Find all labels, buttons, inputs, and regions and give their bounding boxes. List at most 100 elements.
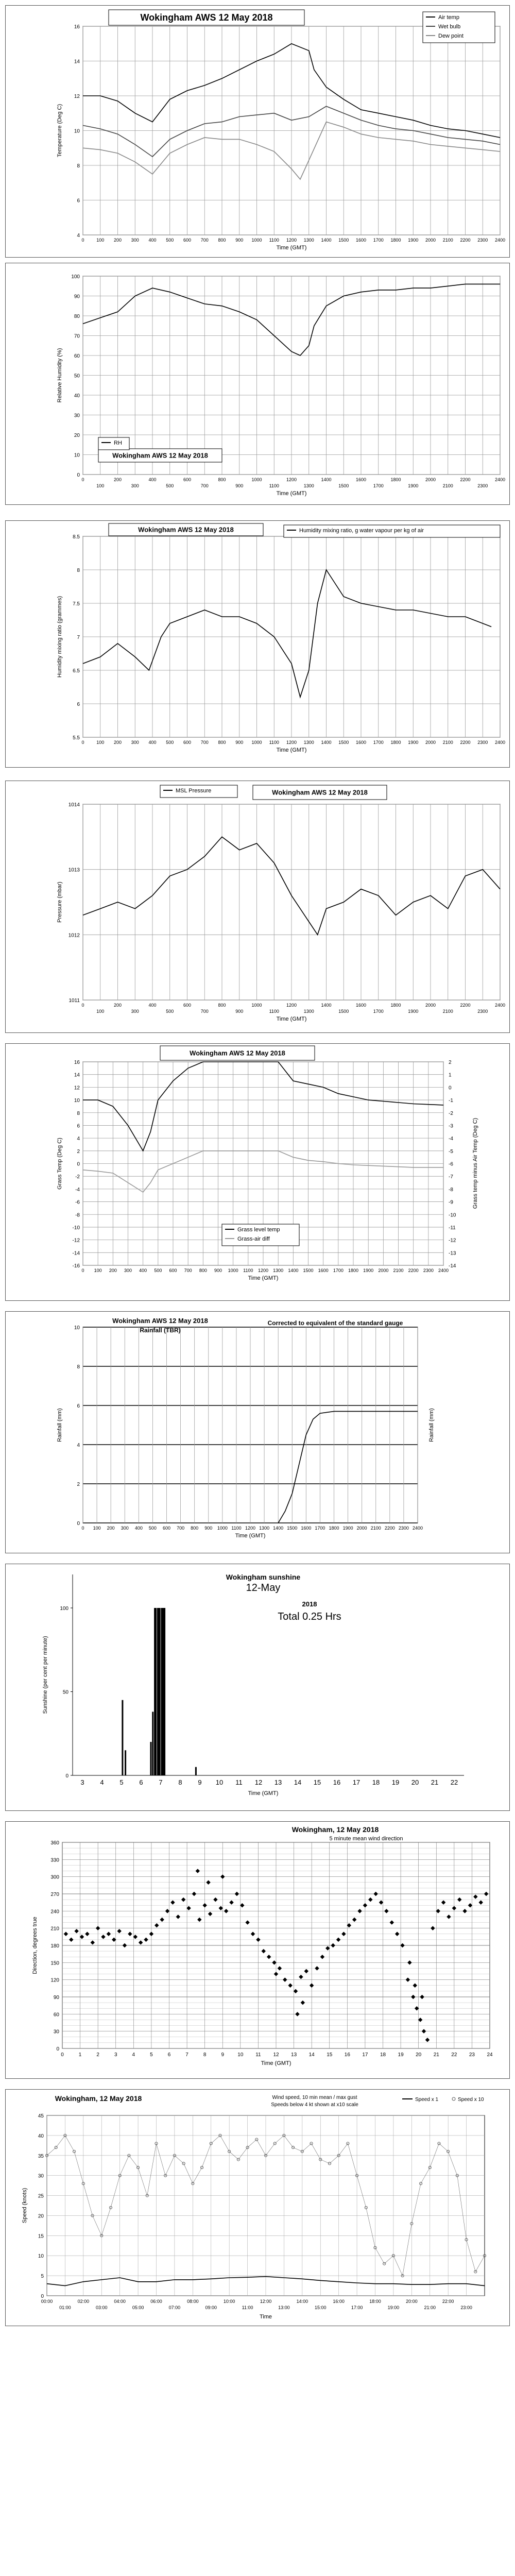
x-tick-label: 1800 <box>329 1526 339 1531</box>
y-tick-label: 10 <box>38 2253 44 2259</box>
x-tick-label: 1600 <box>356 238 366 243</box>
x-tick-label: 600 <box>163 1526 170 1531</box>
direction-point <box>138 1940 143 1945</box>
y-tick-label: 60 <box>54 2012 60 2018</box>
y-tick-label: -12 <box>73 1238 80 1244</box>
x-tick-label: 400 <box>148 740 156 745</box>
x-tick-label: 1800 <box>390 238 401 243</box>
y2-tick-label: -9 <box>449 1200 453 1206</box>
x-tick-label: 100 <box>96 740 104 745</box>
x-tick-label: 7 <box>185 2052 188 2058</box>
x-tick-label: 1900 <box>363 1268 373 1273</box>
series-line-rh <box>82 283 500 356</box>
x-tick-label: 200 <box>114 238 122 243</box>
x-tick-label: 0 <box>61 2052 64 2058</box>
chart-subtitle: Rainfall (TBR) <box>140 1327 180 1334</box>
y2-tick-label: -6 <box>449 1162 453 1167</box>
x-tick-label: 1900 <box>343 1526 353 1531</box>
sunshine-total: Total 0.25 Hrs <box>278 1611 341 1622</box>
x-tick-label: 600 <box>183 740 191 745</box>
x-tick-label: 1100 <box>269 483 279 488</box>
y-tick-label: 0 <box>77 1162 80 1167</box>
x-tick-label: 15:00 <box>315 2305 327 2310</box>
y-tick-label: -2 <box>75 1174 80 1180</box>
x-tick-label: 0 <box>81 1003 84 1008</box>
x-tick-label: 2 <box>96 2052 99 2058</box>
speed-x10-point <box>54 2146 58 2149</box>
x-tick-label: 200 <box>107 1526 115 1531</box>
y-tick-label: -4 <box>75 1187 80 1193</box>
y2-tick-label: -8 <box>449 1187 453 1193</box>
sunshine-bar <box>158 1608 160 1775</box>
direction-point <box>325 1946 330 1951</box>
y2-tick-label: 1 <box>449 1073 452 1078</box>
speed-x10-point <box>191 2182 195 2185</box>
x-tick-label: 600 <box>183 238 191 243</box>
x-tick-label: 3 <box>80 1778 84 1786</box>
x-tick-label: 18 <box>372 1778 380 1786</box>
speed-x10-point <box>291 2146 295 2149</box>
x-tick-label: 2100 <box>443 238 453 243</box>
speed-x10-point <box>483 2254 487 2258</box>
speed-x10-point <box>383 2262 386 2265</box>
speed-x10-point <box>145 2194 149 2197</box>
series-line-wet-bulb <box>82 106 501 158</box>
y2-tick-label: -13 <box>449 1250 456 1256</box>
speed-x10-point <box>73 2149 76 2154</box>
x-tick-label: 1400 <box>321 477 331 482</box>
x-tick-label: 800 <box>191 1526 198 1531</box>
y-tick-label: 0 <box>77 472 80 478</box>
speed-x10-point <box>373 2246 377 2249</box>
x-tick-label: 1400 <box>288 1268 298 1273</box>
y-tick-label: 4 <box>77 233 80 239</box>
direction-point <box>315 1966 319 1971</box>
wind-speed-chart: 0 5 10 15 20 25 30 35 40 45 00:00 01:00 02:00 03:00 04… <box>5 2089 510 2326</box>
speed-x10-point <box>164 2174 167 2177</box>
y-tick-label: 6 <box>77 702 80 707</box>
x-tick-label: 700 <box>184 1268 192 1273</box>
y-tick-label: -16 <box>73 1263 80 1269</box>
legend-entry: Grass-air diff <box>237 1236 270 1242</box>
x-tick-label: 10 <box>237 2052 244 2058</box>
speed-x10-point <box>328 2162 332 2165</box>
y-tick-label: 14 <box>74 59 80 65</box>
speed-x10-point <box>109 2206 113 2209</box>
legend-entry: Air temp <box>438 14 459 21</box>
y2-tick-label: -5 <box>449 1149 453 1155</box>
x-tick-label: 100 <box>96 1009 104 1014</box>
x-tick-label: 2100 <box>443 483 453 488</box>
x-tick-label: 20:00 <box>406 2299 418 2304</box>
speed-x10-point <box>300 2149 304 2154</box>
x-tick-label: 700 <box>201 1009 209 1014</box>
legend-entry: MSL Pressure <box>176 788 211 794</box>
x-tick-label: 16 <box>345 2052 351 2058</box>
y-tick-label: 8 <box>77 1111 80 1116</box>
x-tick-label: 0 <box>81 1268 84 1273</box>
x-tick-label: 03:00 <box>96 2305 108 2310</box>
x-tick-label: 1500 <box>303 1268 313 1273</box>
x-tick-label: 2100 <box>443 1009 453 1014</box>
sunshine-chart-svg: 0 50 100 3 4 5 6 7 8 9 10 11 12 13 14 15 16 17 18 19 20 21 22 W… <box>42 1573 464 1797</box>
x-tick-label: 2000 <box>425 238 436 243</box>
y-tick-label: 270 <box>50 1892 59 1897</box>
x-tick-label: 1300 <box>304 740 314 745</box>
x-tick-label: 2300 <box>399 1526 409 1531</box>
x-tick-label: 700 <box>177 1526 184 1531</box>
x-tick-label: 1700 <box>315 1526 325 1531</box>
x-tick-label: 18 <box>380 2052 386 2058</box>
legend-swatch <box>452 2097 456 2101</box>
speed-x10-point <box>200 2166 204 2170</box>
x-tick-label: 1300 <box>304 483 314 488</box>
speed-x10-point <box>81 2182 85 2185</box>
x-tick-label: 14 <box>294 1778 301 1786</box>
x-tick-label: 700 <box>201 238 209 243</box>
speed-x10-point <box>428 2166 432 2170</box>
sunshine-bar <box>152 1711 154 1775</box>
series-line-rainfall <box>278 1411 418 1523</box>
x-tick-label: 13:00 <box>278 2305 290 2310</box>
speed-x10-point <box>474 2270 477 2274</box>
legend-box <box>160 785 238 798</box>
chart-title: Wokingham AWS 12 May 2018 <box>140 12 272 23</box>
x-tick-label: 900 <box>235 740 243 745</box>
